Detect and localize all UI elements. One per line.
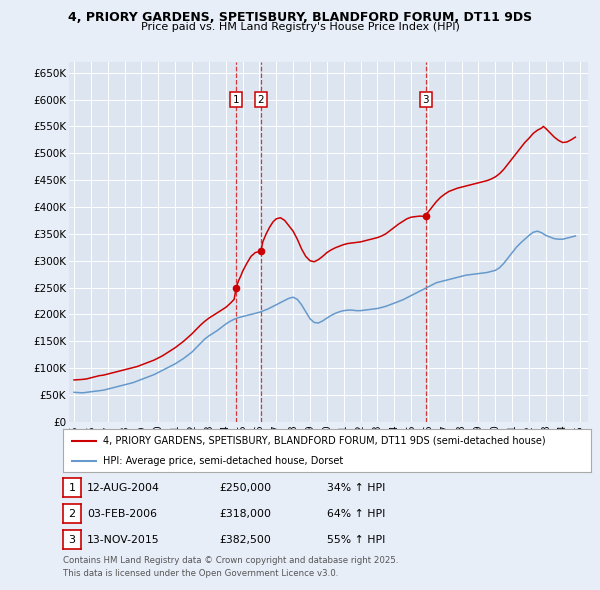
Text: 34% ↑ HPI: 34% ↑ HPI xyxy=(327,483,385,493)
Text: £382,500: £382,500 xyxy=(219,535,271,545)
Text: 3: 3 xyxy=(422,95,429,105)
Text: 1: 1 xyxy=(68,483,76,493)
Text: 03-FEB-2006: 03-FEB-2006 xyxy=(87,509,157,519)
Text: 4, PRIORY GARDENS, SPETISBURY, BLANDFORD FORUM, DT11 9DS: 4, PRIORY GARDENS, SPETISBURY, BLANDFORD… xyxy=(68,11,532,24)
Text: HPI: Average price, semi-detached house, Dorset: HPI: Average price, semi-detached house,… xyxy=(103,456,343,466)
Text: 1: 1 xyxy=(233,95,239,105)
Text: 2: 2 xyxy=(257,95,264,105)
Text: 3: 3 xyxy=(68,535,76,545)
Text: 55% ↑ HPI: 55% ↑ HPI xyxy=(327,535,385,545)
Text: Contains HM Land Registry data © Crown copyright and database right 2025.: Contains HM Land Registry data © Crown c… xyxy=(63,556,398,565)
Text: Price paid vs. HM Land Registry's House Price Index (HPI): Price paid vs. HM Land Registry's House … xyxy=(140,22,460,32)
Text: This data is licensed under the Open Government Licence v3.0.: This data is licensed under the Open Gov… xyxy=(63,569,338,578)
Text: £250,000: £250,000 xyxy=(219,483,271,493)
Text: 4, PRIORY GARDENS, SPETISBURY, BLANDFORD FORUM, DT11 9DS (semi-detached house): 4, PRIORY GARDENS, SPETISBURY, BLANDFORD… xyxy=(103,436,545,446)
Text: 13-NOV-2015: 13-NOV-2015 xyxy=(87,535,160,545)
Text: 64% ↑ HPI: 64% ↑ HPI xyxy=(327,509,385,519)
Text: £318,000: £318,000 xyxy=(219,509,271,519)
Text: 12-AUG-2004: 12-AUG-2004 xyxy=(87,483,160,493)
Text: 2: 2 xyxy=(68,509,76,519)
